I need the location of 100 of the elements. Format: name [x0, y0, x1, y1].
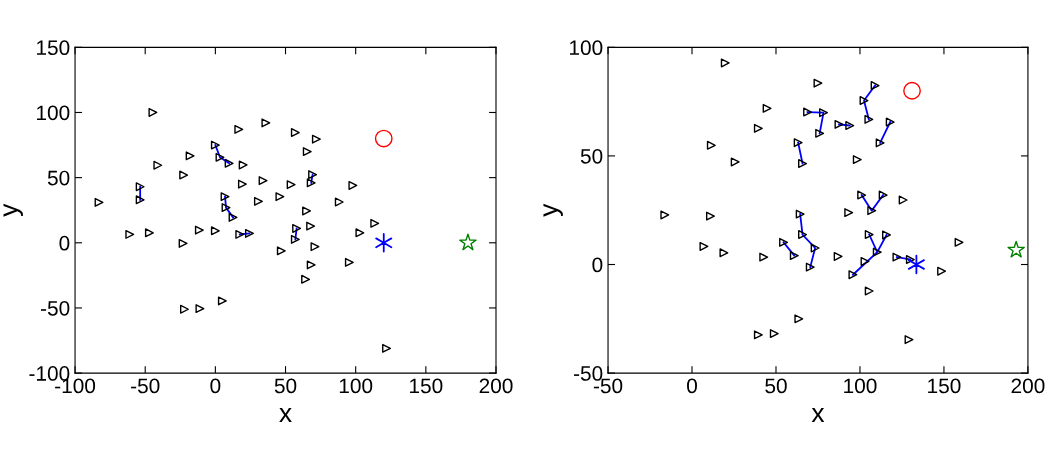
point	[355, 228, 365, 238]
point	[306, 260, 316, 270]
point	[382, 343, 392, 353]
y-tick-label: 50	[47, 170, 70, 186]
point	[210, 140, 220, 150]
point	[1007, 240, 1025, 258]
point	[859, 96, 869, 106]
point	[276, 246, 286, 256]
point	[810, 243, 820, 253]
x-axis-title: x	[279, 408, 292, 423]
point	[286, 180, 296, 190]
point	[819, 108, 829, 118]
x-tick-label: 150	[928, 378, 961, 394]
point	[699, 241, 709, 251]
x-tick-label: 150	[410, 378, 443, 394]
point	[253, 196, 263, 206]
point	[311, 134, 321, 144]
point	[864, 114, 874, 124]
y-tick-label: 0	[592, 257, 603, 273]
point	[903, 81, 921, 100]
point	[179, 170, 189, 180]
point	[135, 195, 145, 205]
point	[882, 230, 892, 240]
point	[798, 230, 808, 240]
point	[375, 233, 393, 253]
x-tick-label: 0	[687, 378, 697, 394]
point	[706, 140, 716, 150]
point	[864, 230, 874, 240]
point	[954, 237, 964, 247]
point	[720, 58, 730, 68]
point	[178, 238, 188, 248]
point	[833, 251, 843, 261]
point	[789, 251, 799, 261]
point	[798, 159, 808, 169]
point	[185, 151, 195, 161]
point	[834, 119, 844, 129]
point	[217, 296, 227, 306]
point	[907, 254, 925, 275]
point	[857, 190, 867, 200]
x-axis-title: x	[811, 408, 825, 423]
point	[769, 329, 779, 339]
point	[815, 128, 825, 138]
point	[224, 158, 234, 168]
point	[852, 155, 862, 165]
x-tick-label: 100	[339, 378, 373, 394]
point	[221, 203, 231, 213]
point	[302, 206, 312, 216]
point	[794, 314, 804, 324]
point	[845, 121, 855, 131]
point	[179, 304, 189, 314]
point	[904, 335, 914, 345]
point	[220, 192, 230, 202]
x-tick-label: 200	[1011, 378, 1045, 394]
point	[459, 233, 477, 251]
point	[215, 152, 225, 162]
point	[795, 209, 805, 219]
point	[234, 124, 244, 134]
point	[705, 211, 715, 221]
point	[753, 330, 763, 340]
x-tick-label: 200	[479, 378, 513, 394]
point	[306, 178, 316, 188]
point	[892, 252, 902, 262]
point	[344, 257, 354, 267]
y-tick-label: 0	[59, 235, 70, 251]
x-tick-label: 50	[274, 378, 297, 394]
point	[860, 256, 870, 266]
point	[870, 81, 880, 91]
point	[867, 206, 877, 216]
point	[228, 212, 238, 222]
point	[719, 248, 729, 258]
point	[194, 225, 204, 235]
x-tick-label: 100	[844, 378, 877, 394]
y-axis-title: y	[3, 203, 23, 217]
point	[290, 128, 300, 138]
point	[937, 266, 947, 276]
point	[875, 138, 885, 148]
point	[275, 192, 285, 202]
y-tick-label: 50	[580, 148, 603, 164]
y-axis-title: y	[543, 203, 563, 217]
point	[898, 195, 908, 205]
point	[195, 304, 205, 314]
point	[94, 197, 104, 207]
point	[374, 129, 393, 148]
point	[905, 255, 915, 265]
point	[237, 179, 247, 189]
point	[730, 157, 740, 167]
point	[762, 103, 772, 113]
point	[261, 118, 271, 128]
point	[135, 182, 145, 192]
point	[258, 176, 268, 186]
y-tick-label: -50	[41, 300, 70, 316]
point	[210, 226, 220, 236]
point	[238, 160, 248, 170]
point	[148, 107, 158, 117]
point	[813, 78, 823, 88]
point	[864, 286, 874, 296]
point	[301, 274, 311, 284]
point	[310, 242, 320, 252]
point	[370, 218, 380, 228]
point	[292, 223, 302, 233]
